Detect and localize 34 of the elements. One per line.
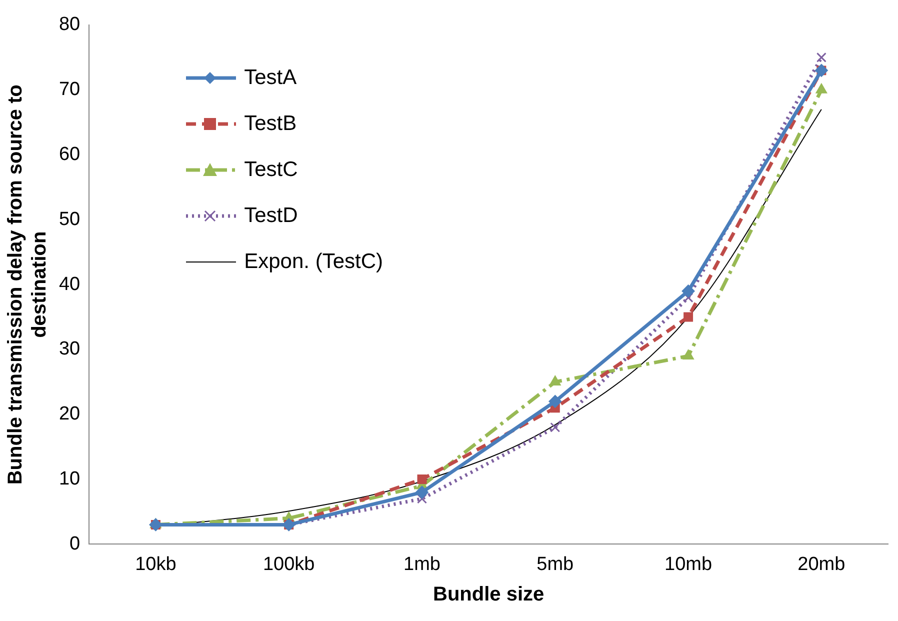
y-tick-label: 10: [58, 468, 80, 490]
point: [417, 494, 427, 504]
legend-label: TestB: [244, 112, 297, 136]
y-tick-label: 70: [58, 79, 80, 100]
y-tick-label: 40: [58, 274, 80, 295]
x-tick-label: 20mb: [798, 554, 846, 575]
x-tick-label: 5mb: [536, 554, 574, 575]
legend-label: TestD: [244, 204, 298, 228]
x-tick-label: 10mb: [664, 554, 712, 575]
y-tick-label: 60: [58, 144, 80, 166]
point: [417, 474, 427, 484]
point: [549, 375, 561, 386]
point: [816, 52, 826, 62]
y-tick-label: 0: [70, 533, 80, 554]
point: [684, 312, 694, 322]
point: [550, 422, 560, 432]
y-tick-label: 30: [58, 338, 80, 360]
point: [415, 486, 428, 499]
x-axis-title: Bundle size: [432, 584, 544, 606]
point: [682, 284, 695, 298]
legend-label: TestA: [244, 66, 297, 90]
legend-label: TestC: [244, 158, 298, 182]
x-tick-label: 1mb: [404, 554, 440, 575]
legend-label: Expon. (TestC): [244, 250, 384, 274]
y-tick-label: 20: [58, 404, 80, 425]
y-axis-title: Bundle transmission delay from source to destination: [4, 84, 51, 485]
point: [816, 83, 828, 94]
point: [682, 349, 694, 360]
y-tick-label: 80: [58, 14, 80, 36]
x-tick-label: 100kb: [262, 554, 315, 575]
y-tick-label: 50: [58, 208, 80, 230]
point: [683, 292, 694, 303]
point: [548, 394, 562, 408]
x-tick-label: 10kb: [135, 554, 176, 575]
